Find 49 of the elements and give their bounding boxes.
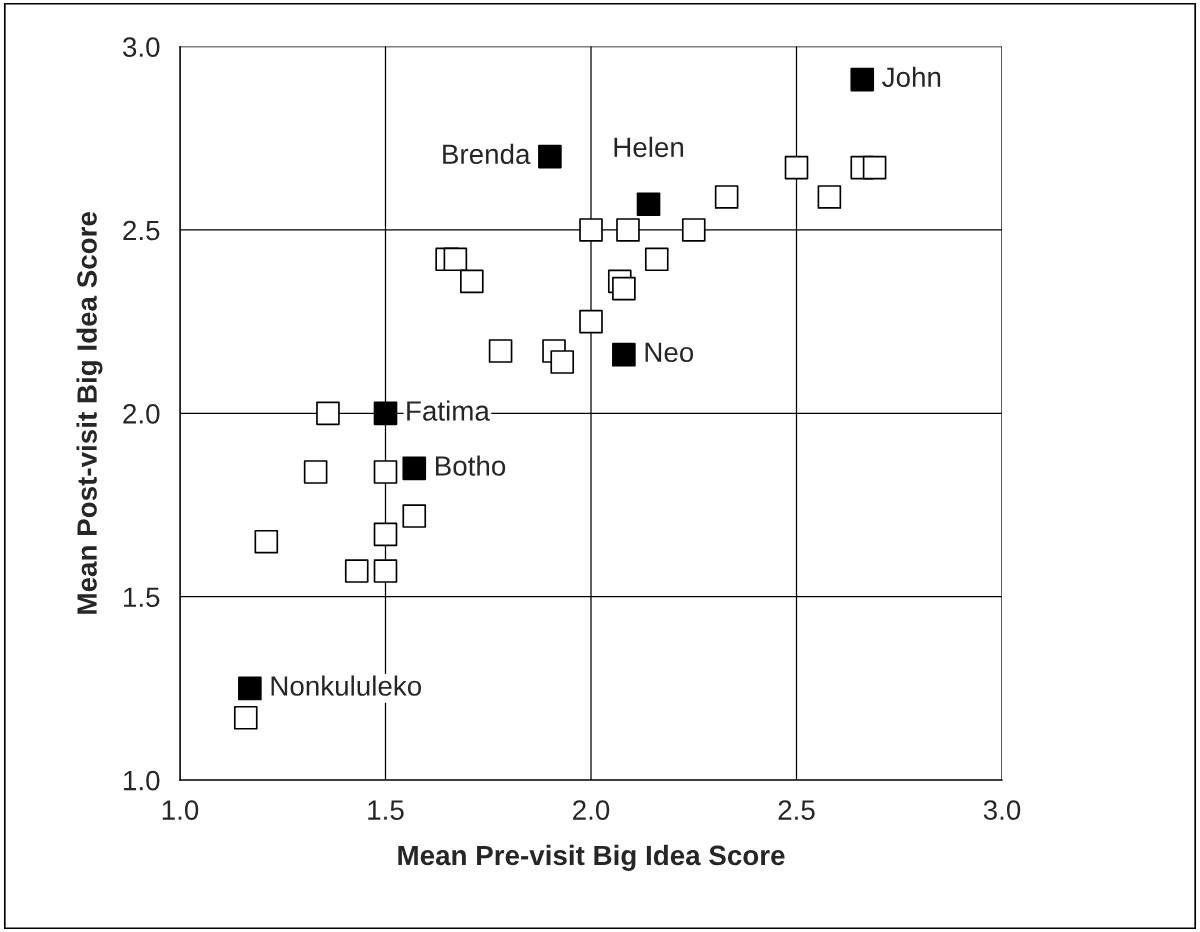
point <box>254 529 279 554</box>
point <box>488 339 513 363</box>
y-tick-label: 3.0 <box>123 37 160 57</box>
point <box>443 247 468 272</box>
point <box>850 67 875 92</box>
point <box>550 350 575 374</box>
y-tick-label: 1.5 <box>124 587 160 608</box>
y-tick-label: 2.5 <box>123 220 160 241</box>
annotation: John <box>882 66 941 88</box>
point <box>373 401 398 426</box>
point <box>303 460 328 484</box>
point <box>373 522 398 547</box>
point <box>238 676 262 701</box>
point <box>714 185 739 209</box>
point <box>579 309 603 334</box>
x-tick-label: 1.0 <box>162 800 199 820</box>
point <box>784 155 809 180</box>
point <box>636 192 661 217</box>
point <box>644 247 669 272</box>
point <box>402 504 427 528</box>
point <box>459 269 484 294</box>
point <box>538 144 562 169</box>
annotation: Brenda <box>443 143 531 165</box>
point <box>817 185 842 209</box>
annotation: Helen <box>614 136 684 158</box>
x-tick-label: 2.5 <box>778 800 815 820</box>
x-tick-label: 3.0 <box>983 800 1021 820</box>
y-tick-label: 1.0 <box>124 770 160 791</box>
point <box>402 456 427 481</box>
x-axis-title: Mean Pre-visit Big Idea Score <box>398 844 785 871</box>
x-tick-label: 1.5 <box>368 800 404 820</box>
point <box>373 559 398 583</box>
y-axis-title: Mean Post-visit Big Idea Score <box>76 212 103 614</box>
point <box>579 218 603 242</box>
annotation: Fatima <box>407 400 490 421</box>
x-tick-label: 2.0 <box>573 800 610 820</box>
point <box>344 559 369 583</box>
point <box>612 342 636 367</box>
point <box>681 218 706 242</box>
point <box>233 705 258 730</box>
annotation: Neo <box>645 342 694 363</box>
point <box>616 218 640 242</box>
point <box>373 460 398 484</box>
y-tick-label: 2.0 <box>123 404 160 424</box>
point <box>316 401 340 426</box>
annotation: Botho <box>435 455 506 476</box>
point <box>612 276 636 301</box>
annotation: Nonkululeko <box>271 675 422 696</box>
point <box>862 155 887 180</box>
